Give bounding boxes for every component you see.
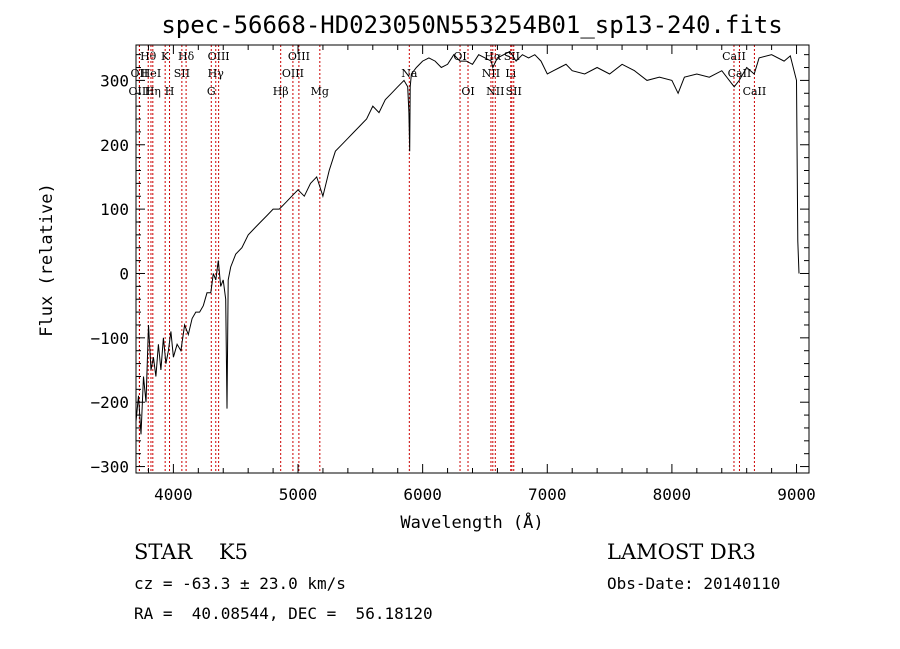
x-tick-label: 5000: [279, 485, 318, 504]
x-tick-label: 4000: [154, 485, 193, 504]
x-tick-label: 6000: [403, 485, 442, 504]
line-marker-label: OI: [461, 85, 474, 98]
line-marker-label: SII: [506, 85, 522, 98]
line-marker-label: Mg: [311, 85, 329, 98]
line-marker-label: SII: [174, 67, 190, 80]
obs-date-text: Obs-Date: 20140110: [607, 574, 781, 593]
line-marker-label: G: [207, 85, 216, 98]
line-marker-label: Hβ: [273, 85, 289, 98]
object-subclass: K5: [218, 540, 248, 564]
y-tick-label: 100: [100, 200, 129, 219]
x-axis-label: Wavelength (Å): [400, 511, 543, 533]
line-marker-label: H: [165, 85, 175, 98]
y-tick-label: −100: [90, 329, 129, 348]
y-tick-label: 200: [100, 136, 129, 155]
line-marker-label: Li: [505, 67, 516, 80]
coordinates-text: RA = 40.08544, DEC = 56.18120: [134, 604, 433, 623]
x-tick-label: 8000: [653, 485, 692, 504]
line-marker-label: OI: [453, 50, 466, 63]
line-marker-label: SII: [504, 50, 520, 63]
line-marker-label: OIII: [288, 50, 310, 63]
spectrum-series-line: [135, 50, 800, 435]
line-marker-label: HeI: [141, 67, 161, 80]
y-tick-label: 300: [100, 71, 129, 90]
chart-title: spec-56668-HD023050N553254B01_sp13-240.f…: [161, 11, 782, 39]
line-marker-label: Hδ: [178, 50, 195, 63]
y-axis-label: Flux (relative): [37, 183, 57, 337]
plot-frame: [135, 44, 810, 474]
survey-name: LAMOST DR3: [607, 540, 756, 564]
redshift-text: cz = -63.3 ± 23.0 km/s: [134, 574, 346, 593]
line-marker-label: CaII: [722, 50, 746, 63]
y-tick-label: −300: [90, 458, 129, 477]
line-marker-label: Hθ: [140, 50, 157, 63]
line-marker-label: Hγ: [208, 67, 225, 80]
line-marker-label: OIII: [128, 85, 150, 98]
line-marker-label: NII: [486, 85, 504, 98]
line-marker-label: K: [161, 50, 170, 63]
line-marker-label: NII: [482, 67, 500, 80]
x-tick-label: 9000: [777, 485, 816, 504]
x-tick-label: 7000: [528, 485, 567, 504]
line-marker-label: OIII: [208, 50, 230, 63]
line-marker-label: Hη: [145, 85, 161, 98]
line-marker-label: OIII: [282, 67, 304, 80]
line-marker-label: CaII: [743, 85, 767, 98]
object-class: STAR K5: [134, 540, 248, 564]
y-tick-label: 0: [119, 264, 129, 283]
y-tick-label: −200: [90, 393, 129, 412]
axis-ticks: 4000 5000 6000 7000 8000 9000 −300 −200 −100 0 100…: [90, 45, 816, 504]
